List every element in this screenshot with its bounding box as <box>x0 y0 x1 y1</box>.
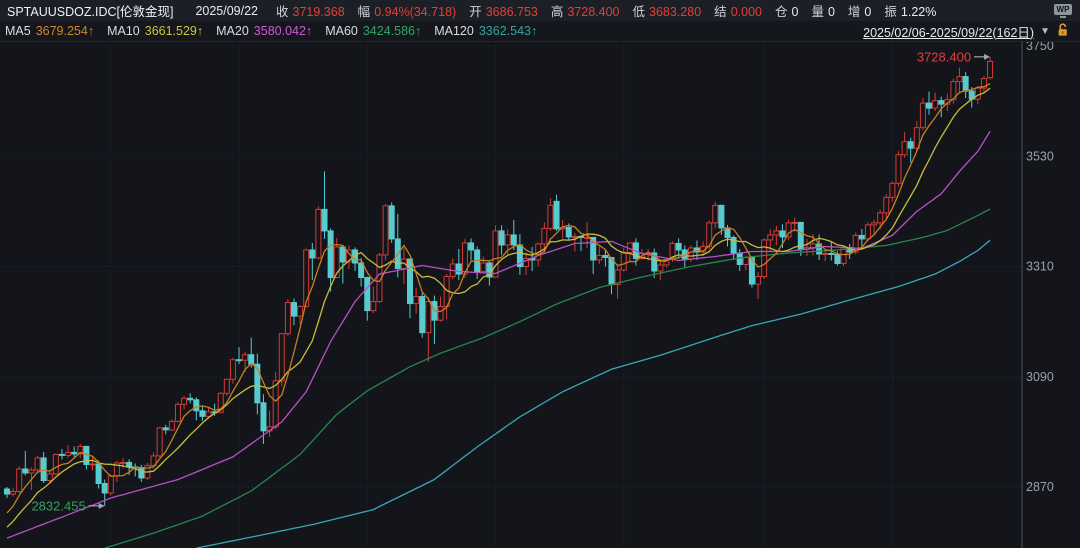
stat-label: 结 <box>714 5 727 19</box>
stat-label: 量 <box>811 5 824 19</box>
stat-label: 高 <box>550 5 564 19</box>
ma-legend-item-ma120: MA120 3362.543↑ <box>434 24 537 38</box>
ma-legend-item-ma10: MA10 3661.529↑ <box>107 24 203 38</box>
stat-label: 低 <box>632 5 646 19</box>
symbol-name: SPTAUUSDOZ.IDC[伦敦金现] <box>7 5 174 19</box>
ma-label: MA5 <box>5 24 31 38</box>
y-axis-label: 3750 <box>1026 39 1054 53</box>
ma120-line <box>196 239 991 548</box>
session-stats: 收 3719.368 幅 0.94%(34.718) 开 3686.753 高 3728.40… <box>276 1 949 20</box>
annotation-3728.400: 3728.400 <box>917 49 991 64</box>
ma10-line <box>6 87 991 528</box>
wp-icon-label: WP <box>1054 3 1072 15</box>
y-axis-label: 3090 <box>1026 370 1054 384</box>
ma-lines <box>6 83 991 548</box>
stat-收: 收 3719.368 <box>276 5 345 19</box>
ma-label: MA10 <box>107 24 140 38</box>
ma-value: 3661.529↑ <box>144 24 204 38</box>
stat-value: 3728.400 <box>567 5 620 19</box>
stat-label: 幅 <box>357 5 371 19</box>
stat-label: 收 <box>276 5 289 19</box>
annotation-2832.455: 2832.455 <box>31 498 105 513</box>
svg-text:3728.400: 3728.400 <box>917 49 971 64</box>
quote-bar: SPTAUUSDOZ.IDC[伦敦金现] 2025/09/22 收 3719.36… <box>0 0 1080 21</box>
stat-幅: 幅 0.94%(34.718) <box>358 5 457 19</box>
ma20-line <box>6 130 991 539</box>
y-axis-label: 3530 <box>1026 149 1054 163</box>
ma-value: 3679.254↑ <box>35 24 95 38</box>
ma60-line <box>104 208 991 548</box>
y-axis-label: 2870 <box>1026 480 1054 494</box>
stat-开: 开 3686.753 <box>469 5 538 19</box>
y-axis-label: 3310 <box>1026 260 1054 274</box>
ma-label: MA120 <box>434 24 474 38</box>
ma5-line <box>6 83 991 514</box>
stat-高: 高 3728.400 <box>551 5 620 19</box>
svg-text:2832.455: 2832.455 <box>31 498 85 513</box>
stat-value: 0 <box>864 5 872 19</box>
chart-header: SPTAUUSDOZ.IDC[伦敦金现] 2025/09/22 收 3719.36… <box>0 0 1080 42</box>
chevron-down-icon[interactable]: ▼ <box>1040 25 1050 37</box>
stat-value: 3686.753 <box>485 5 538 19</box>
ma-label: MA60 <box>325 24 358 38</box>
stat-低: 低 3683.280 <box>633 5 702 19</box>
wp-icon-stand <box>1060 15 1066 18</box>
ma-label: MA20 <box>216 24 249 38</box>
ma-legend: MA5 3679.254↑ MA10 3661.529↑ MA20 3580.042↑ MA… <box>5 24 550 38</box>
stat-value: 0 <box>791 5 799 19</box>
stat-label: 仓 <box>774 5 788 19</box>
stat-value: 0 <box>827 5 835 19</box>
stat-value: 1.22% <box>900 5 937 19</box>
candles-layer <box>4 56 994 506</box>
stat-value: 3683.280 <box>649 5 702 19</box>
stat-label: 开 <box>469 5 482 19</box>
stat-value: 0.94%(34.718) <box>374 5 457 19</box>
wp-widget-icon[interactable]: WP <box>1054 3 1072 18</box>
unlock-icon[interactable] <box>1057 22 1070 40</box>
stat-value: 3719.368 <box>292 5 345 19</box>
session-date: 2025/09/22 <box>195 3 259 18</box>
ma-value: 3424.586↑ <box>362 24 422 38</box>
y-axis: 3750 3530 3310 3090 2870 <box>1021 39 1054 548</box>
stat-label: 振 <box>884 5 897 19</box>
ma-bar: MA5 3679.254↑ MA10 3661.529↑ MA20 3580.042↑ MA… <box>0 21 1080 42</box>
ma-value: 3362.543↑ <box>478 24 538 38</box>
date-range-control: 2025/02/06-2025/09/22(162日) ▼ <box>863 22 1070 41</box>
ma-legend-item-ma5: MA5 3679.254↑ <box>5 24 94 38</box>
stat-label: 增 <box>847 5 861 19</box>
ma-legend-item-ma20: MA20 3580.042↑ <box>216 24 312 38</box>
stat-结: 结 0.000 <box>714 5 762 19</box>
ma-value: 3580.042↑ <box>253 24 313 38</box>
date-range-selector[interactable]: 2025/02/06-2025/09/22(162日) <box>863 25 1035 40</box>
ma-legend-item-ma60: MA60 3424.586↑ <box>325 24 421 38</box>
stat-value: 0.000 <box>730 5 762 19</box>
stat-振: 振 1.22% <box>884 5 936 19</box>
